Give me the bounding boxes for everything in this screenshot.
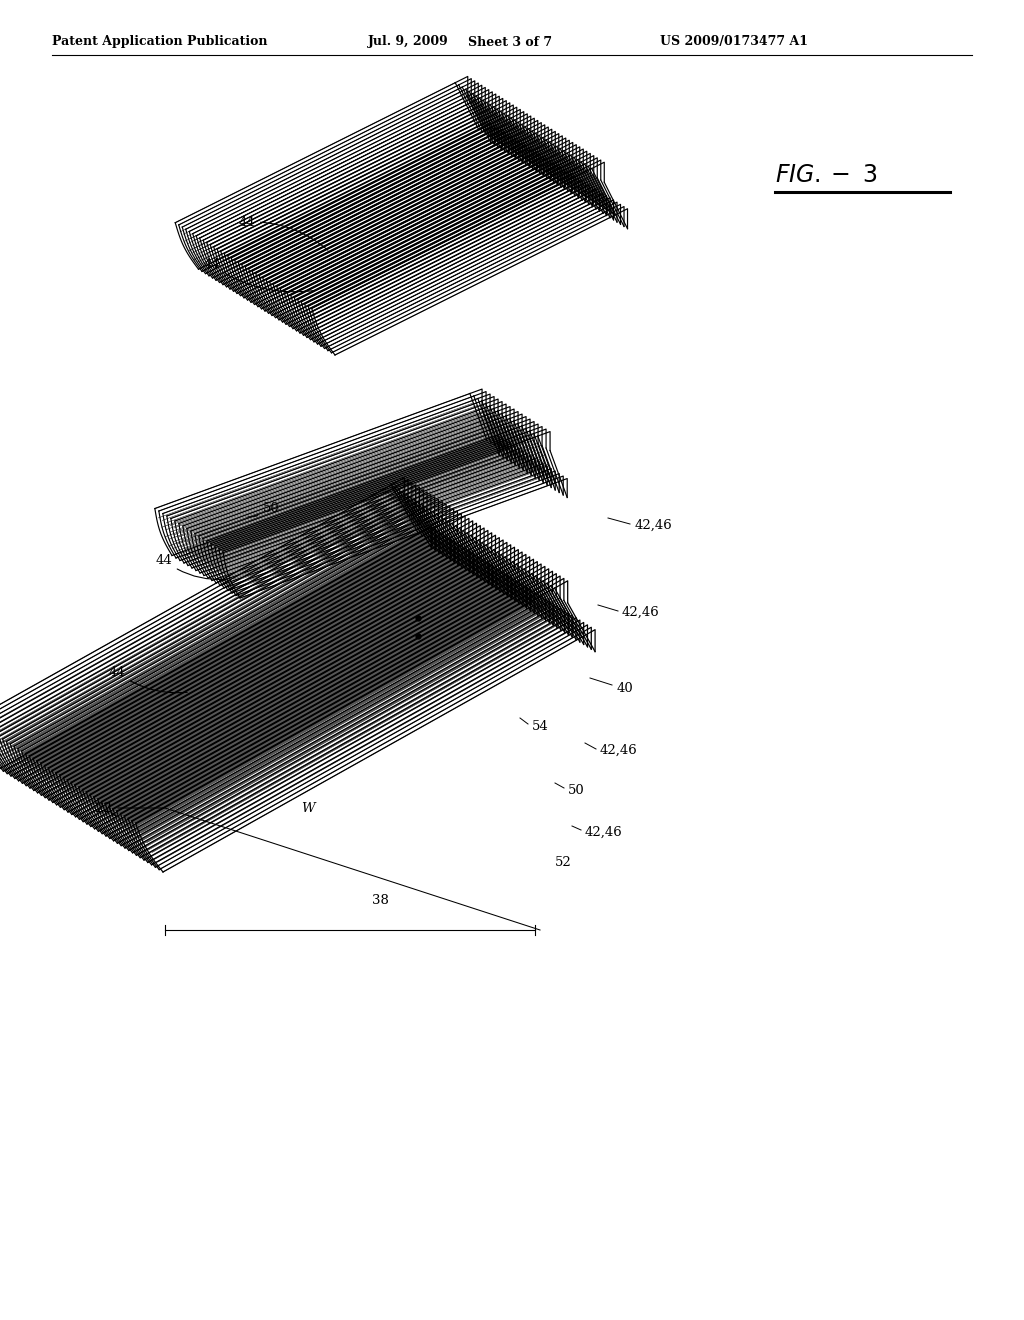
- Text: Jul. 9, 2009: Jul. 9, 2009: [368, 36, 449, 49]
- Text: Patent Application Publication: Patent Application Publication: [52, 36, 267, 49]
- Text: 42,46: 42,46: [600, 743, 638, 756]
- Text: 40: 40: [617, 681, 634, 694]
- Text: 50: 50: [568, 784, 585, 796]
- Text: 42,46: 42,46: [635, 519, 673, 532]
- Text: 44: 44: [156, 553, 225, 579]
- Text: US 2009/0173477 A1: US 2009/0173477 A1: [660, 36, 808, 49]
- Text: 54: 54: [532, 719, 549, 733]
- Text: W: W: [301, 801, 314, 814]
- Text: 50: 50: [248, 502, 280, 517]
- Text: 52: 52: [555, 857, 571, 870]
- Text: $\mathit{FIG.-\ 3}$: $\mathit{FIG.-\ 3}$: [775, 164, 878, 186]
- Text: 38: 38: [372, 894, 388, 907]
- Text: Sheet 3 of 7: Sheet 3 of 7: [468, 36, 552, 49]
- Text: 42,46: 42,46: [585, 825, 623, 838]
- Text: 42,46: 42,46: [622, 606, 659, 619]
- Text: 44: 44: [109, 665, 187, 693]
- Text: 22: 22: [95, 801, 112, 814]
- Text: 44: 44: [203, 259, 315, 292]
- Text: 44: 44: [239, 215, 328, 251]
